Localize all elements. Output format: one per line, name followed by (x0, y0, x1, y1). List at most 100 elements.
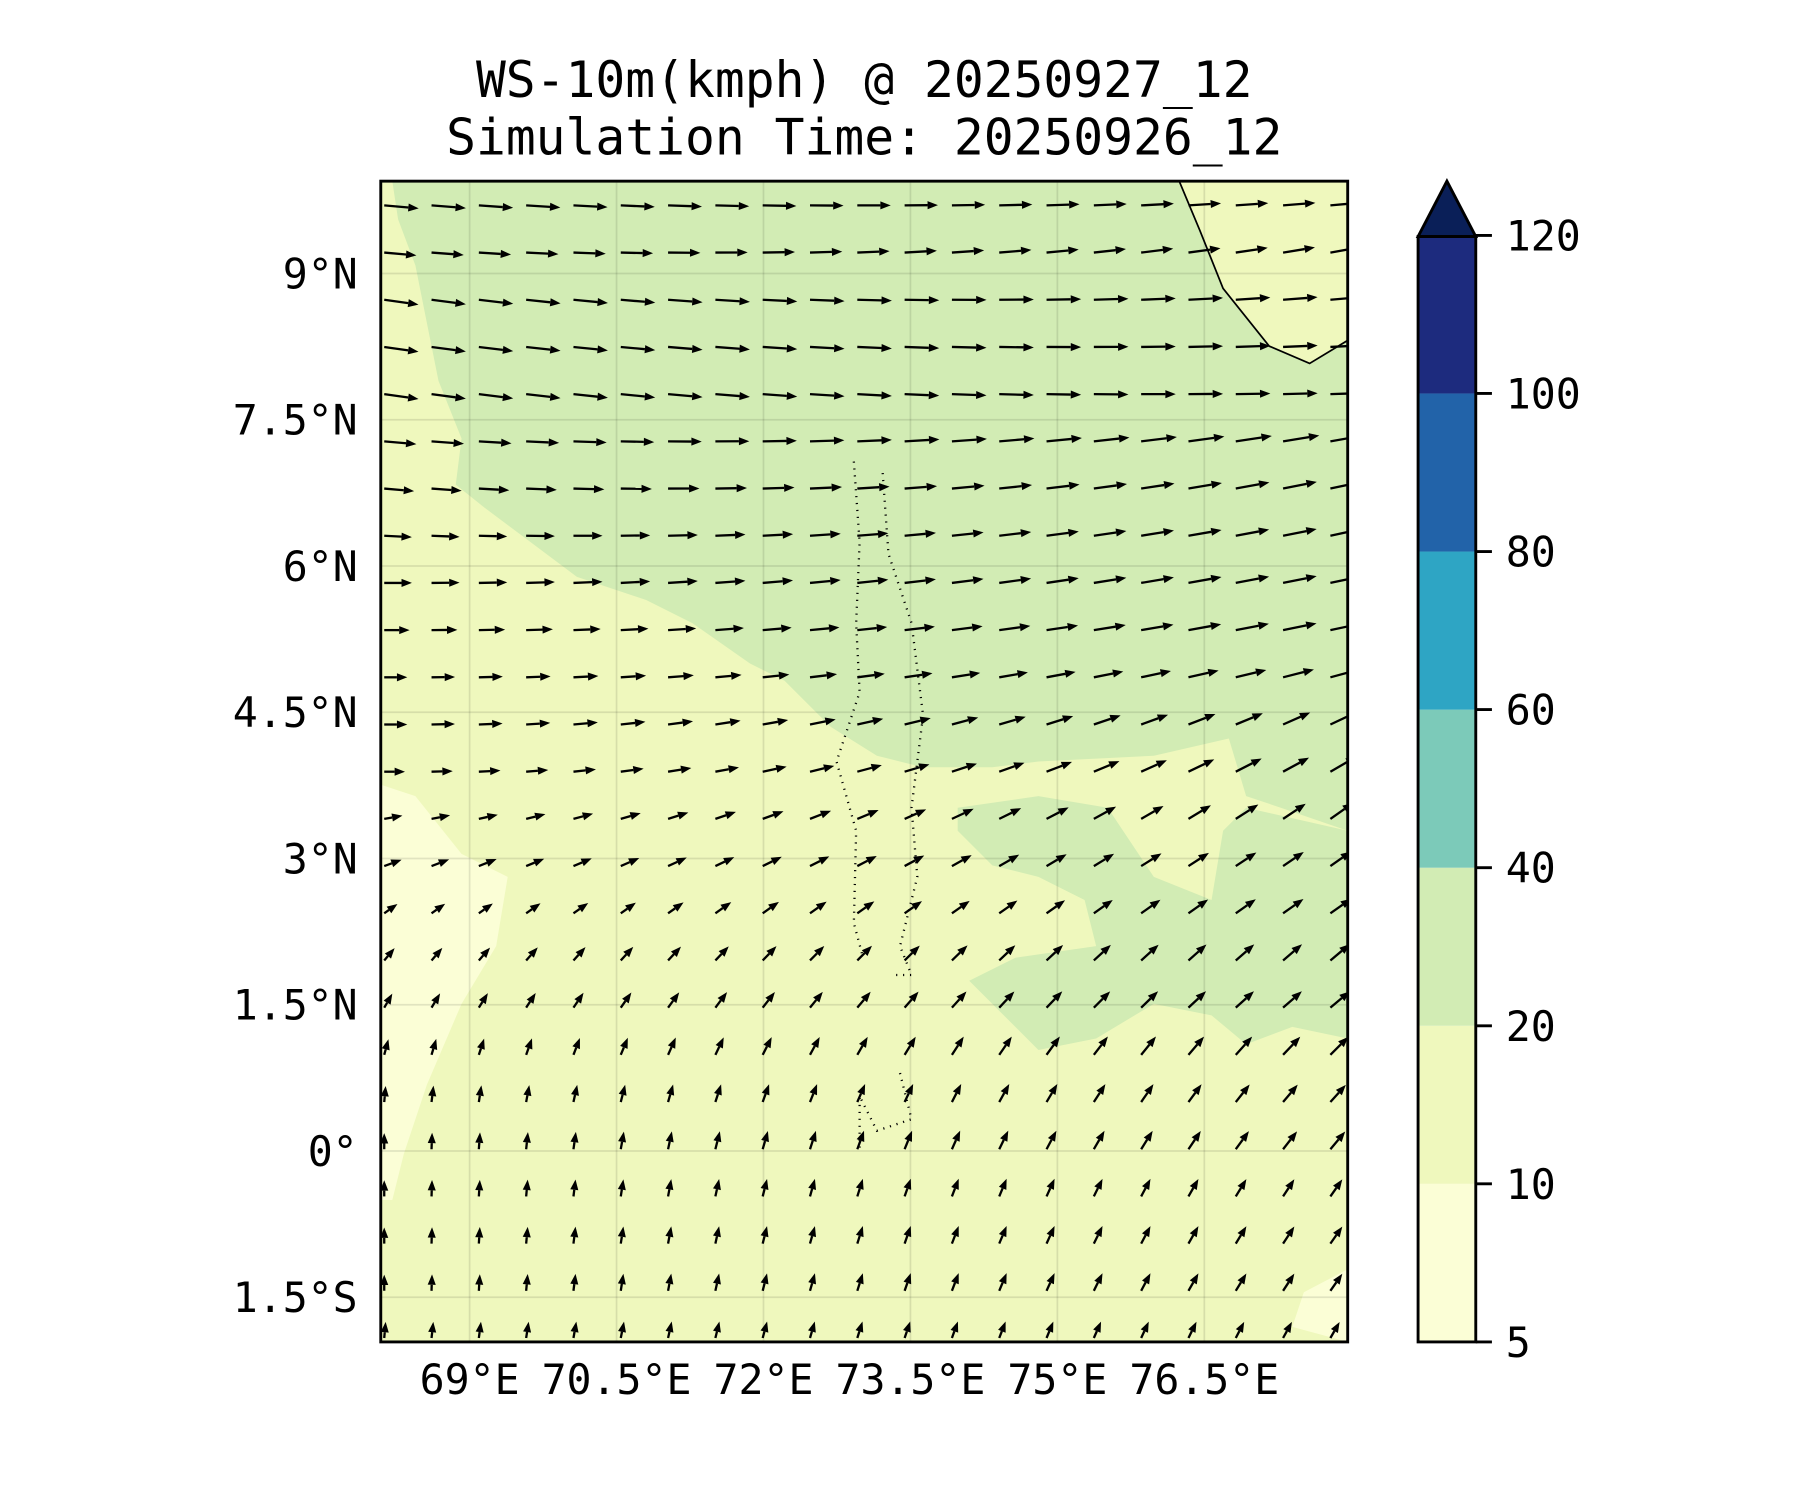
wind-vector (1235, 480, 1270, 490)
wind-vector-shaft (573, 345, 598, 351)
wind-vector-head (439, 813, 451, 822)
wind-vector-head (527, 947, 538, 958)
contour-5-10-west (380, 784, 508, 1200)
wind-vector-shaft (1282, 670, 1305, 679)
wind-vector-shaft (1187, 762, 1206, 773)
wind-vector (620, 484, 652, 493)
wind-vector (903, 1036, 916, 1056)
wind-vector-shaft (573, 251, 596, 255)
wind-vector-shaft (478, 908, 485, 915)
wind-vector-head (691, 437, 702, 446)
wind-vector (1045, 854, 1067, 868)
wind-vector-head (427, 1180, 436, 1191)
wind-vector-shaft (1046, 249, 1069, 254)
wind-vector (999, 200, 1033, 209)
wind-vector-shaft (856, 1140, 862, 1150)
wind-vector (617, 1179, 626, 1197)
wind-vector-shaft (1330, 671, 1348, 679)
wind-vector-head (784, 248, 795, 257)
wind-vector-head (1250, 758, 1262, 767)
wind-vector (999, 482, 1033, 491)
wind-vector-shaft (809, 674, 827, 679)
wind-vector-head (635, 672, 647, 681)
wind-vector-head (1000, 1130, 1009, 1142)
wind-vector-shaft (999, 249, 1022, 254)
y-tick-label: 1.5°N (233, 981, 358, 1030)
wind-vector (950, 1083, 962, 1103)
wind-vector-head (570, 1131, 579, 1143)
wind-vector (951, 343, 987, 352)
wind-vector (999, 390, 1034, 399)
wind-vector-head (544, 578, 555, 587)
wind-vector-shaft (478, 440, 502, 444)
wind-vector-shaft (430, 908, 438, 915)
wind-vector (525, 903, 541, 915)
wind-vector (1141, 200, 1174, 209)
wind-vector-shaft (1140, 577, 1164, 585)
wind-vector-head (574, 992, 584, 1004)
wind-vector-head (1287, 1084, 1298, 1096)
wind-vector-shaft (903, 1044, 912, 1056)
wind-vector-head (1054, 900, 1066, 910)
wind-vector-head (1070, 295, 1082, 304)
wind-vector-shaft (1234, 1281, 1242, 1292)
wind-vector-shaft (999, 485, 1022, 490)
wind-vector-head (713, 1179, 721, 1191)
wind-vector-shaft (478, 487, 499, 491)
wind-vector (431, 813, 451, 822)
wind-vector (573, 249, 606, 258)
wind-vector (431, 720, 455, 729)
wind-vector-shaft (951, 812, 965, 820)
wind-vector-shaft (1140, 1092, 1149, 1103)
wind-vector-shaft (572, 907, 581, 915)
wind-vector-shaft (1187, 904, 1201, 915)
wind-vector-head (1305, 574, 1317, 583)
wind-vector-head (861, 945, 872, 956)
wind-vector (1282, 803, 1306, 820)
wind-vector-head (1191, 1130, 1201, 1142)
wind-vector-head (808, 1321, 816, 1333)
wind-vector-shaft (1140, 810, 1156, 820)
wind-vector-head (1210, 527, 1222, 536)
wind-vector-head (526, 992, 536, 1004)
wind-vector-head (587, 672, 599, 681)
wind-vector (1046, 622, 1079, 632)
wind-vector-head (1211, 480, 1222, 489)
wind-vector-head (1292, 898, 1304, 909)
wind-vector (808, 1130, 817, 1150)
wind-vector-shaft (809, 533, 831, 537)
wind-vector (1141, 434, 1177, 443)
wind-vector-shaft (1234, 997, 1248, 1009)
wind-vector-shaft (1045, 1092, 1053, 1103)
wind-vector-head (813, 991, 823, 1003)
wind-vector-shaft (1140, 763, 1158, 773)
wind-vector (668, 484, 700, 493)
wind-vector-shaft (478, 345, 504, 352)
wind-vector (856, 855, 877, 868)
wind-vector-shaft (1187, 1091, 1197, 1103)
wind-vector (573, 625, 601, 634)
y-tick-label: 4.5°N (233, 688, 358, 737)
wind-vector (904, 247, 937, 256)
wind-vector-shaft (384, 204, 409, 209)
wind-vector-shaft (1282, 1187, 1290, 1198)
wind-vector (525, 858, 545, 868)
wind-vector-shaft (951, 951, 961, 962)
wind-vector (668, 577, 698, 586)
wind-vector-head (1094, 1273, 1103, 1285)
wind-vector-shaft (904, 719, 921, 726)
wind-vector-shaft (998, 951, 1009, 962)
wind-vector-head (760, 1321, 769, 1333)
wind-vector-shaft (525, 1237, 528, 1244)
wind-vector (903, 1178, 912, 1197)
wind-vector-head (1239, 1131, 1249, 1142)
wind-vector-shaft (856, 998, 865, 1009)
wind-vector-shaft (431, 862, 440, 868)
wind-vector-head (859, 1036, 868, 1048)
wind-vector (999, 246, 1032, 255)
wind-vector-shaft (1282, 950, 1295, 962)
wind-vector-shaft (715, 768, 729, 773)
wind-vector (570, 1273, 579, 1291)
wind-vector-head (819, 810, 832, 819)
wind-vector-shaft (384, 345, 409, 352)
